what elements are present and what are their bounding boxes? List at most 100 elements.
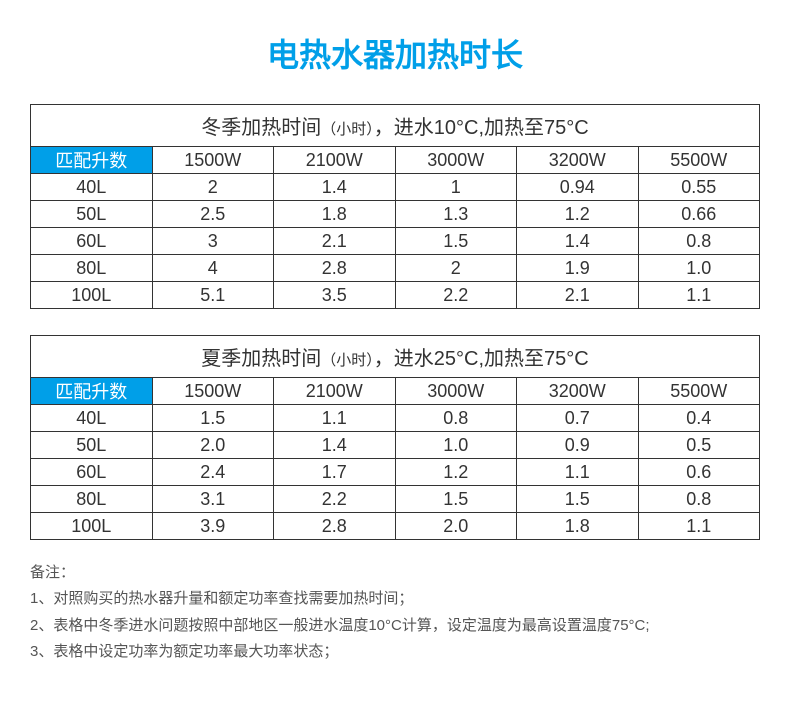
table-row: 100L3.92.82.01.81.1 (31, 513, 760, 540)
value-cell: 1.4 (274, 174, 396, 201)
wattage-header: 3000W (395, 378, 517, 405)
badge-label: 匹配升数 (31, 147, 152, 173)
value-cell: 0.7 (517, 405, 639, 432)
value-cell: 2.2 (274, 486, 396, 513)
capacity-header-badge: 匹配升数 (31, 378, 153, 405)
capacity-cell: 80L (31, 255, 153, 282)
wattage-header: 3200W (517, 378, 639, 405)
capacity-cell: 50L (31, 201, 153, 228)
capacity-cell: 40L (31, 405, 153, 432)
value-cell: 1.1 (638, 513, 760, 540)
caption-unit: （小时） (321, 121, 374, 138)
table-row: 80L3.12.21.51.50.8 (31, 486, 760, 513)
value-cell: 1.1 (638, 282, 760, 309)
value-cell: 2.0 (395, 513, 517, 540)
heating-table: 夏季加热时间（小时），进水25°C,加热至75°C匹配升数1500W2100W3… (30, 335, 760, 540)
value-cell: 0.6 (638, 459, 760, 486)
heating-table: 冬季加热时间（小时），进水10°C,加热至75°C匹配升数1500W2100W3… (30, 104, 760, 309)
value-cell: 2.4 (152, 459, 274, 486)
table-row: 40L21.410.940.55 (31, 174, 760, 201)
notes-heading: 备注： (30, 560, 760, 586)
value-cell: 1 (395, 174, 517, 201)
capacity-cell: 80L (31, 486, 153, 513)
value-cell: 0.9 (517, 432, 639, 459)
wattage-header: 3200W (517, 147, 639, 174)
table-caption: 冬季加热时间（小时），进水10°C,加热至75°C (31, 105, 760, 147)
caption-unit: （小时） (321, 352, 374, 369)
value-cell: 1.4 (274, 432, 396, 459)
value-cell: 1.5 (152, 405, 274, 432)
capacity-cell: 50L (31, 432, 153, 459)
value-cell: 1.5 (395, 228, 517, 255)
value-cell: 1.1 (517, 459, 639, 486)
value-cell: 5.1 (152, 282, 274, 309)
table-row: 80L42.821.91.0 (31, 255, 760, 282)
capacity-cell: 60L (31, 228, 153, 255)
table-caption: 夏季加热时间（小时），进水25°C,加热至75°C (31, 336, 760, 378)
value-cell: 3.5 (274, 282, 396, 309)
page-title: 电热水器加热时长 (30, 30, 760, 76)
value-cell: 1.8 (517, 513, 639, 540)
value-cell: 0.66 (638, 201, 760, 228)
value-cell: 1.9 (517, 255, 639, 282)
capacity-cell: 100L (31, 513, 153, 540)
value-cell: 3.1 (152, 486, 274, 513)
badge-label: 匹配升数 (31, 378, 152, 404)
notes-item: 1、对照购买的热水器升量和额定功率查找需要加热时间； (30, 586, 760, 612)
wattage-header: 2100W (274, 147, 396, 174)
value-cell: 1.2 (395, 459, 517, 486)
capacity-header-badge: 匹配升数 (31, 147, 153, 174)
notes-item: 3、表格中设定功率为额定功率最大功率状态； (30, 639, 760, 665)
table-row: 100L5.13.52.22.11.1 (31, 282, 760, 309)
value-cell: 1.1 (274, 405, 396, 432)
wattage-header: 3000W (395, 147, 517, 174)
value-cell: 2.0 (152, 432, 274, 459)
wattage-header: 5500W (638, 147, 760, 174)
caption-pre: 冬季加热时间 (201, 117, 321, 139)
value-cell: 0.94 (517, 174, 639, 201)
value-cell: 0.55 (638, 174, 760, 201)
value-cell: 2.1 (274, 228, 396, 255)
value-cell: 2.1 (517, 282, 639, 309)
value-cell: 2.2 (395, 282, 517, 309)
table-row: 40L1.51.10.80.70.4 (31, 405, 760, 432)
wattage-header: 1500W (152, 378, 274, 405)
table-row: 50L2.51.81.31.20.66 (31, 201, 760, 228)
value-cell: 0.8 (638, 228, 760, 255)
value-cell: 1.0 (638, 255, 760, 282)
caption-post: ，进水25°C,加热至75°C (374, 348, 589, 370)
capacity-cell: 100L (31, 282, 153, 309)
value-cell: 3.9 (152, 513, 274, 540)
value-cell: 2.8 (274, 255, 396, 282)
wattage-header: 2100W (274, 378, 396, 405)
value-cell: 0.4 (638, 405, 760, 432)
value-cell: 0.8 (638, 486, 760, 513)
value-cell: 1.5 (395, 486, 517, 513)
value-cell: 1.0 (395, 432, 517, 459)
value-cell: 0.8 (395, 405, 517, 432)
notes-item: 2、表格中冬季进水问题按照中部地区一般进水温度10°C计算，设定温度为最高设置温… (30, 613, 760, 639)
caption-pre: 夏季加热时间 (201, 348, 321, 370)
value-cell: 1.7 (274, 459, 396, 486)
value-cell: 3 (152, 228, 274, 255)
wattage-header: 5500W (638, 378, 760, 405)
caption-post: ，进水10°C,加热至75°C (374, 117, 589, 139)
value-cell: 2.5 (152, 201, 274, 228)
value-cell: 4 (152, 255, 274, 282)
capacity-cell: 40L (31, 174, 153, 201)
value-cell: 2 (152, 174, 274, 201)
table-row: 60L2.41.71.21.10.6 (31, 459, 760, 486)
tables-container: 冬季加热时间（小时），进水10°C,加热至75°C匹配升数1500W2100W3… (30, 104, 760, 540)
value-cell: 1.2 (517, 201, 639, 228)
value-cell: 2 (395, 255, 517, 282)
wattage-header: 1500W (152, 147, 274, 174)
table-row: 50L2.01.41.00.90.5 (31, 432, 760, 459)
value-cell: 2.8 (274, 513, 396, 540)
value-cell: 1.5 (517, 486, 639, 513)
page: 电热水器加热时长 冬季加热时间（小时），进水10°C,加热至75°C匹配升数15… (0, 0, 790, 665)
value-cell: 1.4 (517, 228, 639, 255)
notes-block: 备注： 1、对照购买的热水器升量和额定功率查找需要加热时间； 2、表格中冬季进水… (30, 560, 760, 665)
value-cell: 1.3 (395, 201, 517, 228)
value-cell: 1.8 (274, 201, 396, 228)
capacity-cell: 60L (31, 459, 153, 486)
